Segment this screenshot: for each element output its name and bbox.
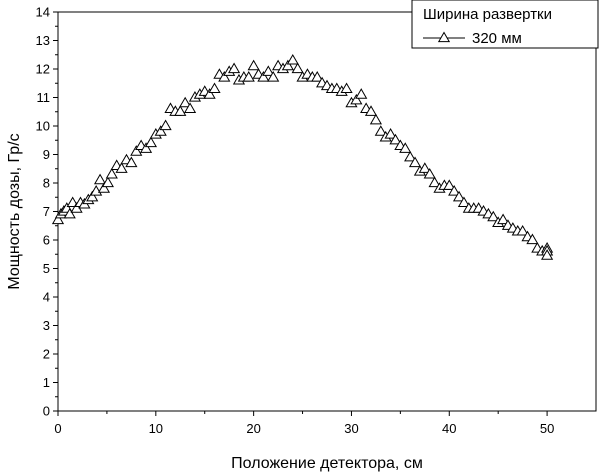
legend: Ширина развертки 320 мм [411,0,599,49]
data-point [130,145,143,156]
data-point [526,233,539,245]
data-point [369,113,382,125]
data-point [115,162,128,173]
data-point [340,82,353,94]
data-point [408,156,422,168]
data-point [105,167,118,179]
data-point [144,136,158,148]
x-tick-label: 0 [54,421,61,436]
y-tick-label: 4 [43,290,50,305]
data-point [227,62,241,74]
data-point [97,182,111,193]
data-point [183,102,197,113]
data-point [457,196,471,208]
data-point [247,59,260,71]
x-tick-label: 10 [149,421,163,436]
data-point [448,185,461,196]
data-point [281,59,294,71]
data-point [404,150,417,162]
data-point [90,185,103,196]
series-320mm-markers [51,53,554,260]
data-point [311,71,324,82]
data-point [516,224,529,236]
y-tick-label: 1 [43,375,50,390]
data-point [208,82,221,94]
y-tick-label: 6 [43,233,50,248]
data-point [399,142,412,153]
y-tick-label: 10 [36,119,50,134]
data-point [350,93,363,105]
data-point [203,88,216,99]
data-point [423,167,436,179]
data-point [496,213,510,225]
x-tick-label: 30 [344,421,358,436]
y-tick-label: 11 [37,90,51,105]
y-axis-title: Мощность дозы, Гр/с [6,133,23,289]
data-point [286,53,299,65]
data-point [267,71,280,82]
y-tick-label: 14 [36,5,50,20]
data-point [452,190,466,202]
data-point [257,71,270,82]
y-tick-label: 3 [43,318,50,333]
y-tick-label: 2 [43,347,50,362]
data-point [179,96,192,108]
data-point [364,105,378,116]
data-point [355,88,368,99]
x-axis-title: Положение детектора, см [231,455,423,472]
data-point [66,196,79,208]
data-point [86,190,99,202]
y-tick-label: 7 [43,204,50,219]
data-point [389,133,402,145]
legend-triangle-icon [437,31,451,43]
data-point [374,125,387,136]
plot-border [57,11,597,412]
y-tick-label: 5 [43,261,50,276]
plot-frame [57,11,597,412]
data-point [101,176,114,188]
data-point [443,179,456,190]
legend-title: Ширина развертки [423,6,552,23]
data-point [242,71,255,82]
data-point [218,71,231,82]
data-point [125,156,138,168]
data-point [51,213,65,225]
data-point [63,207,76,219]
data-point [541,249,554,260]
legend-series-label: 320 мм [472,30,522,47]
y-tick-label: 0 [43,404,50,419]
x-tick-label: 40 [442,421,456,436]
data-point [418,162,431,173]
y-tick-label: 13 [36,33,50,48]
data-point [159,119,172,131]
y-tick-label: 9 [43,147,50,162]
data-point [291,62,304,74]
data-point [487,210,500,222]
data-point [262,65,275,76]
data-point [174,105,187,116]
x-axis-ticks: 0 10 20 30 40 50 [54,411,554,436]
data-point [428,176,441,188]
x-tick-label: 20 [246,421,260,436]
data-point [93,173,107,185]
data-point [384,128,397,139]
data-point [154,125,167,136]
y-tick-label: 8 [43,176,50,191]
x-tick-label: 50 [540,421,554,436]
y-tick-label: 12 [36,62,50,77]
data-point [139,142,153,153]
